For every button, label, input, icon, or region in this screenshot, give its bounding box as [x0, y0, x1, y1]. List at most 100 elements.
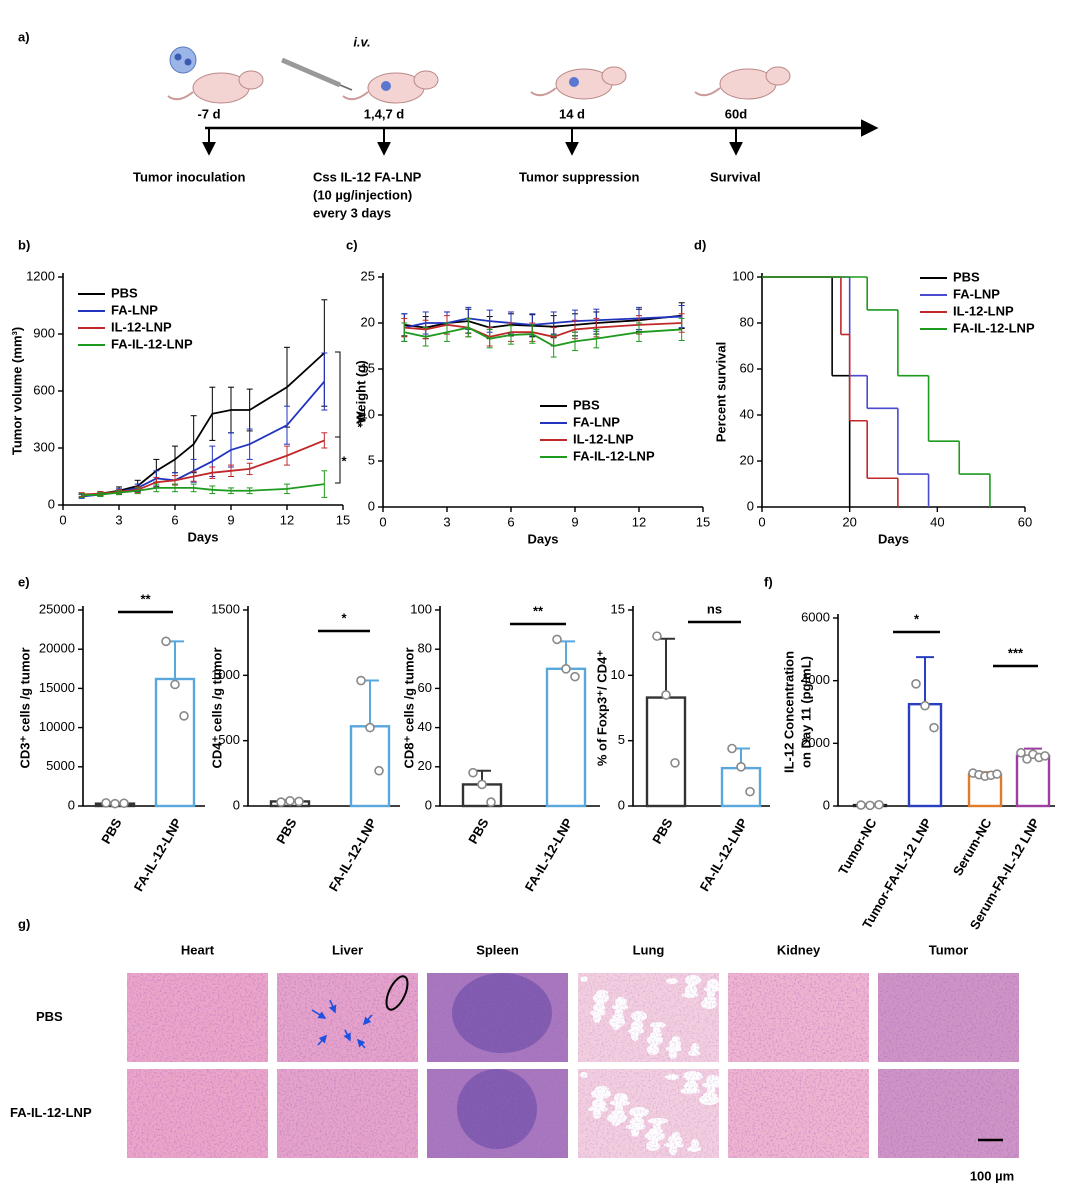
data-point — [101, 798, 111, 808]
data-point — [119, 798, 129, 809]
panel-label: e) — [18, 574, 30, 589]
y-tick-label: 80 — [418, 641, 432, 656]
annotation-arrow — [356, 1038, 366, 1049]
data-point — [276, 797, 286, 807]
mouse-tail — [167, 91, 194, 101]
y-tick-label: 20000 — [39, 641, 75, 656]
y-axis-label: Weight (g) — [353, 360, 368, 423]
y-tick-label: 2000 — [801, 735, 830, 750]
x-tick-label: PBS — [649, 815, 676, 846]
y-tick-label: 15000 — [39, 680, 75, 695]
significance: ns — [707, 601, 722, 616]
y-tick-label: 40 — [740, 406, 754, 421]
y-tick-label: 15 — [361, 360, 375, 375]
y-tick-label: 0 — [233, 797, 240, 812]
y-axis-label: % of Foxp3⁺/ CD4⁺ — [594, 650, 609, 766]
row-label: PBS — [36, 1009, 63, 1024]
tissue-texture — [578, 1069, 719, 1158]
data-point — [856, 800, 866, 810]
y-tick-label: 500 — [218, 732, 240, 747]
column-label: Liver — [332, 942, 363, 957]
series-line — [81, 380, 326, 498]
data-point — [911, 678, 921, 689]
y-tick-label: 0 — [368, 498, 375, 513]
mouse-head — [601, 66, 627, 86]
significance: * — [914, 611, 920, 626]
y-tick-label: 10 — [361, 406, 375, 421]
tissue-texture — [578, 973, 719, 1062]
column-label: Lung — [633, 942, 665, 957]
legend-label: FA-LNP — [953, 286, 1000, 301]
data-point — [1022, 754, 1032, 764]
y-tick-label: 600 — [33, 382, 55, 397]
legend-label: FA-IL-12-LNP — [573, 448, 655, 463]
column-label: Spleen — [476, 942, 519, 957]
y-tick-label: 0 — [618, 797, 625, 812]
data-point — [736, 761, 746, 772]
x-tick-label: 0 — [59, 512, 66, 527]
panel-label: b) — [18, 237, 30, 252]
y-tick-label: 0 — [68, 797, 75, 812]
data-point — [161, 636, 171, 647]
axes — [382, 273, 703, 508]
y-tick-label: 5 — [618, 732, 625, 747]
tissue-texture — [427, 973, 568, 1062]
y-tick-label: 1500 — [211, 601, 240, 616]
significance: * — [341, 610, 347, 625]
x-tick-label: 15 — [696, 514, 710, 529]
y-tick-label: 6000 — [801, 609, 830, 624]
event-label: Css IL-12 FA-LNP — [313, 169, 422, 184]
y-tick-label: 20 — [740, 452, 754, 467]
annotation-arrow — [343, 1029, 351, 1042]
data-point — [110, 798, 120, 809]
panel-label: a) — [18, 29, 30, 44]
mouse-head — [413, 70, 439, 90]
y-tick-label: 10000 — [39, 719, 75, 734]
x-tick-label: 15 — [336, 512, 350, 527]
time-label: -7 d — [197, 106, 220, 121]
x-tick-label: 9 — [571, 514, 578, 529]
column-label: Heart — [181, 942, 215, 957]
column-label: Kidney — [777, 942, 821, 957]
significance: * — [341, 453, 347, 468]
y-tick-label: 5 — [368, 452, 375, 467]
data-point — [570, 671, 580, 682]
panel-label: g) — [18, 916, 30, 931]
y-tick-label: 15 — [611, 601, 625, 616]
y-tick-label: 4000 — [801, 672, 830, 687]
data-point — [992, 769, 1002, 779]
bar — [349, 725, 391, 808]
bar — [720, 766, 762, 808]
bar — [907, 702, 943, 808]
legend-label: FA-LNP — [573, 414, 620, 429]
annotation-circle — [385, 975, 409, 1011]
legend-label: FA-IL-12-LNP — [111, 336, 193, 351]
data-point — [1016, 747, 1026, 758]
y-tick-label: 60 — [740, 360, 754, 375]
y-tick-label: 40 — [418, 719, 432, 734]
data-point — [561, 663, 571, 674]
y-tick-label: 0 — [747, 498, 754, 513]
tissue-texture — [127, 1069, 268, 1158]
series-line — [404, 322, 682, 338]
data-point — [486, 797, 496, 807]
y-axis-label: on Day 11 (pg/mL) — [798, 656, 813, 768]
tissue-texture — [728, 1069, 869, 1158]
legend-label: FA-LNP — [111, 302, 158, 317]
time-label: 1,4,7 d — [364, 106, 405, 121]
x-tick-label: 9 — [227, 512, 234, 527]
tumor — [381, 81, 391, 91]
x-tick-label: 6 — [507, 514, 514, 529]
data-point — [920, 700, 930, 711]
event-label: Tumor inoculation — [133, 169, 245, 184]
data-point — [477, 779, 487, 790]
annotation-arrow — [311, 1009, 327, 1019]
route-label: i.v. — [353, 34, 370, 49]
x-tick-label: PBS — [273, 815, 300, 846]
significance: *** — [1008, 645, 1024, 660]
mouse-head — [765, 66, 791, 86]
axes — [62, 273, 343, 506]
significance: ** — [533, 603, 544, 618]
y-tick-label: 20 — [361, 314, 375, 329]
y-tick-label: 25 — [361, 268, 375, 283]
